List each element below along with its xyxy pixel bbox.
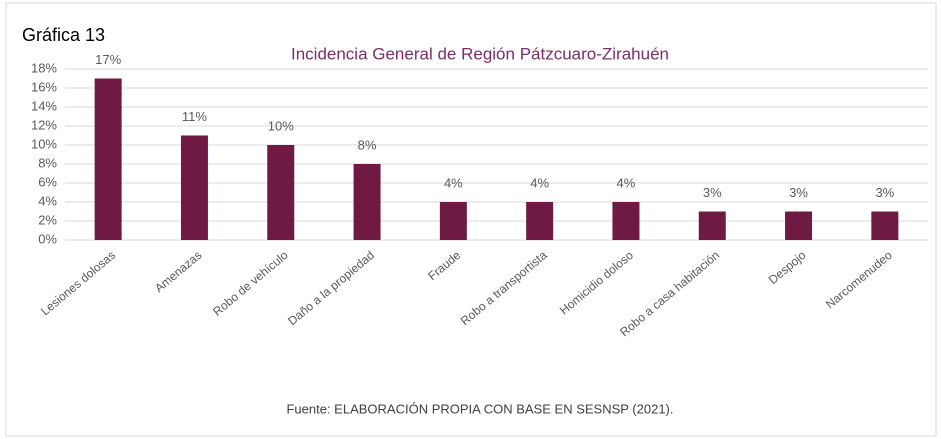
bar (612, 202, 640, 240)
y-tick-label: 10% (31, 136, 57, 151)
chart-title: Incidencia General de Región Pátzcuaro-Z… (291, 44, 669, 63)
y-tick-label: 8% (38, 155, 57, 170)
bar (94, 78, 122, 240)
data-label: 4% (530, 175, 549, 190)
data-label: 4% (617, 175, 636, 190)
source-note: Fuente: ELABORACIÓN PROPIA CON BASE EN S… (286, 401, 673, 416)
y-tick-label: 6% (38, 174, 57, 189)
y-tick-label: 2% (38, 212, 57, 227)
data-label: 17% (95, 52, 121, 67)
bar (526, 202, 554, 240)
y-tick-label: 18% (31, 60, 57, 75)
y-tick-label: 4% (38, 193, 57, 208)
chart-frame (5, 2, 937, 437)
data-label: 3% (703, 185, 722, 200)
y-tick-label: 14% (31, 98, 57, 113)
data-label: 10% (268, 118, 294, 133)
data-label: 3% (789, 185, 808, 200)
y-tick-label: 0% (38, 231, 57, 246)
bar (353, 164, 381, 240)
y-tick-label: 12% (31, 117, 57, 132)
y-tick-label: 16% (31, 79, 57, 94)
data-label: 11% (182, 109, 207, 124)
data-label: 4% (444, 175, 463, 190)
bar (439, 202, 467, 240)
bar (180, 135, 208, 240)
bar (871, 211, 899, 240)
chart-label: Gráfica 13 (22, 25, 105, 45)
bar (698, 211, 726, 240)
bar (785, 211, 813, 240)
data-label: 8% (358, 137, 377, 152)
data-label: 3% (875, 185, 894, 200)
bar (267, 145, 295, 240)
